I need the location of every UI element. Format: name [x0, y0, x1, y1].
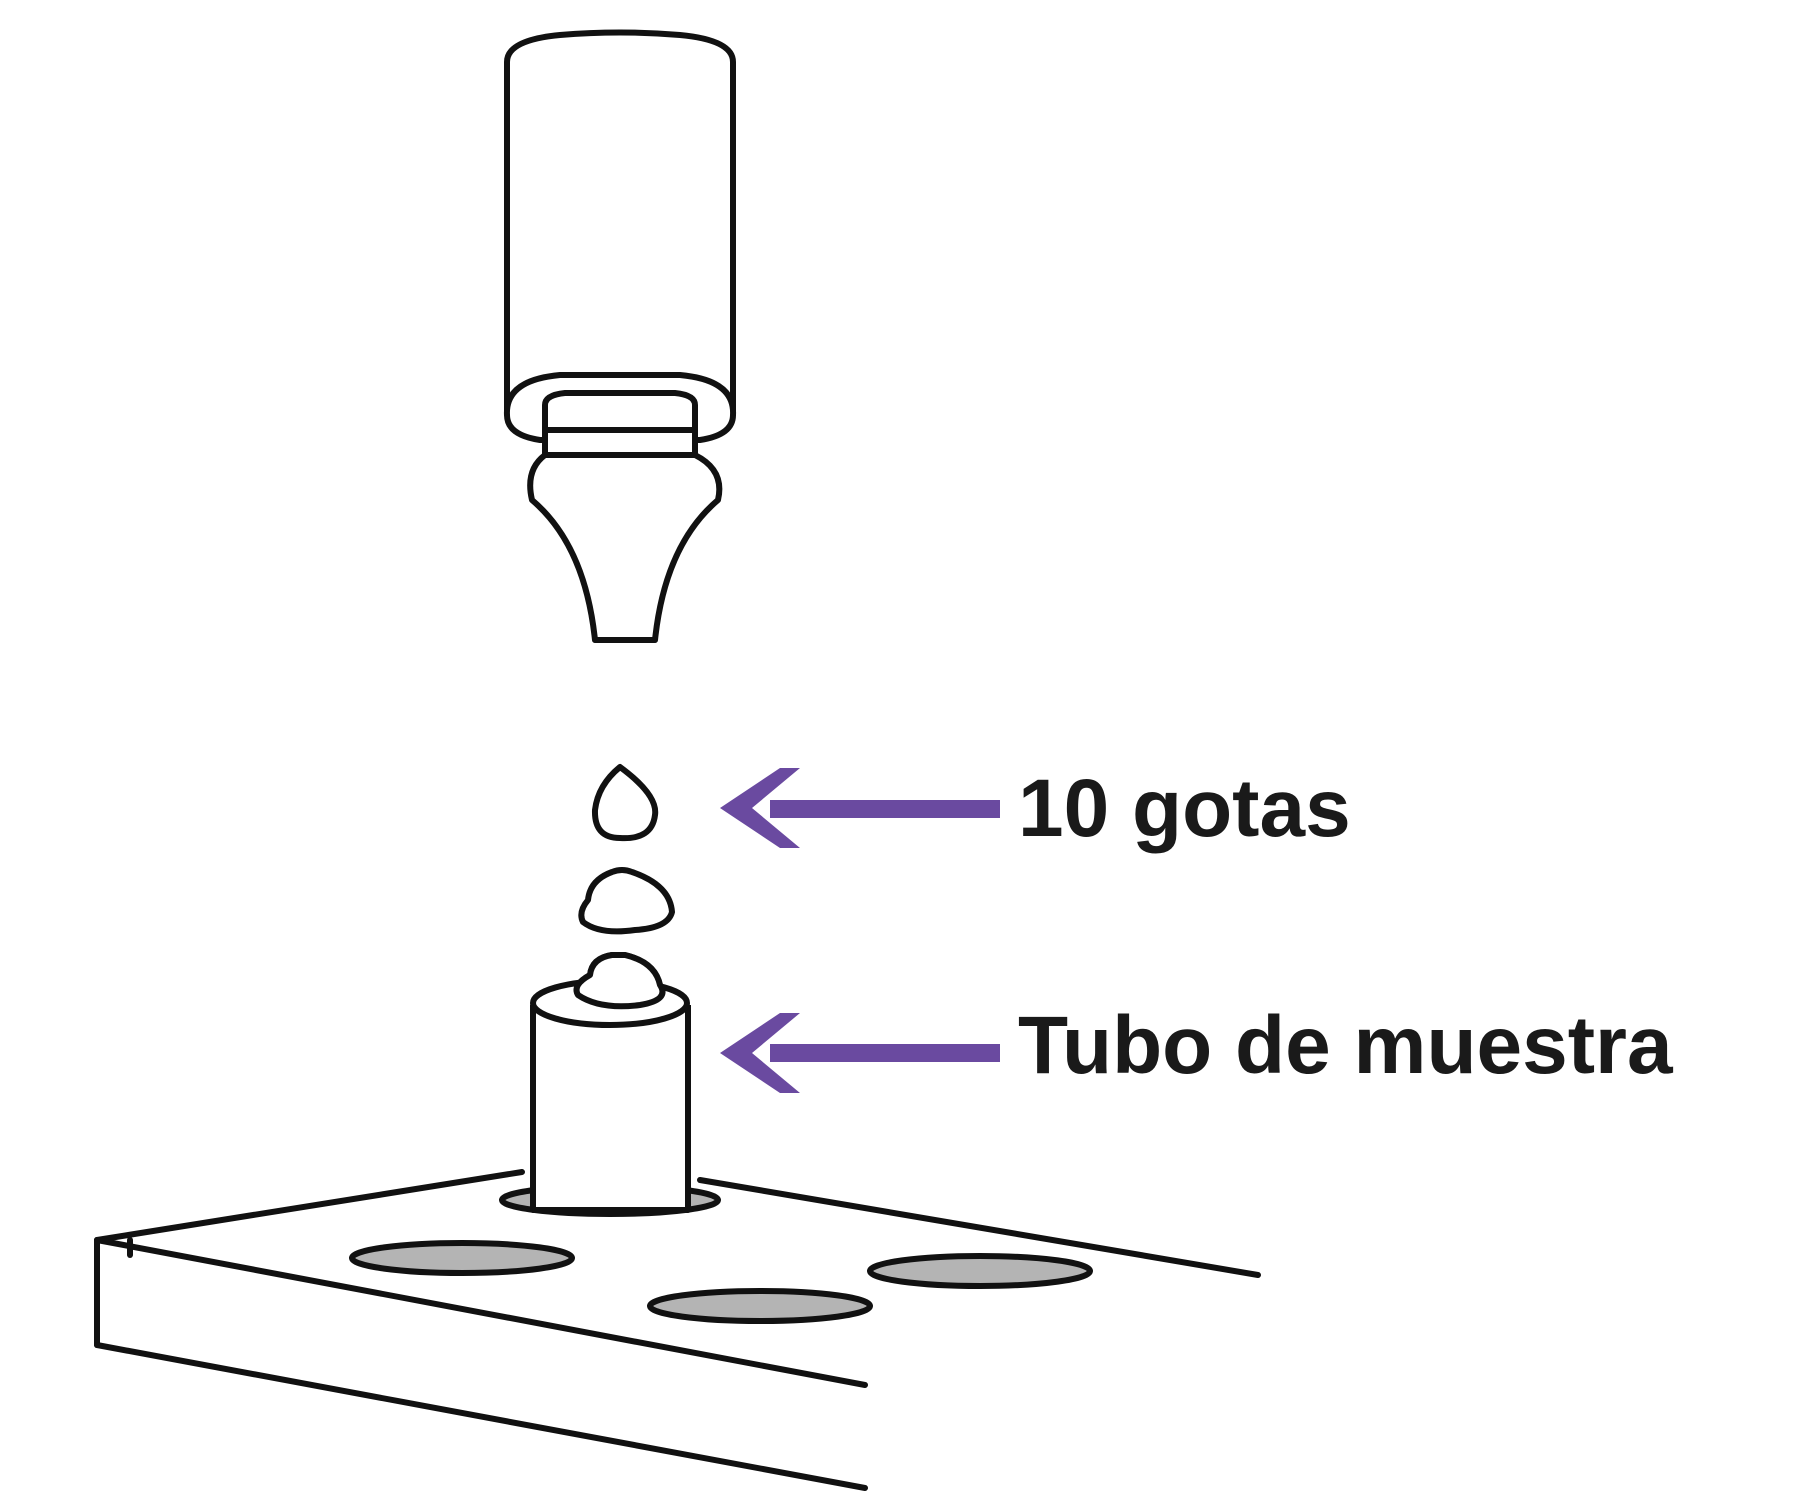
tube-rack	[94, 1169, 1261, 1491]
dropper-bottle	[503, 29, 737, 643]
rack-hole-3	[867, 1253, 1093, 1289]
rack-hole-1	[349, 1240, 575, 1276]
drop-2	[578, 867, 675, 935]
label-tube: Tubo de muestra	[1018, 1000, 1674, 1091]
label-drops: 10 gotas	[1018, 763, 1351, 854]
arrow-tube	[720, 1013, 1000, 1093]
rack-holes	[349, 1240, 1093, 1324]
arrow-drops	[720, 768, 1000, 848]
drop-in-tube	[573, 952, 666, 1010]
bottle-neck	[542, 390, 698, 458]
dropper-tip	[527, 452, 723, 643]
tube-body	[530, 1005, 691, 1213]
sample-tube	[499, 978, 721, 1217]
drop-1	[591, 764, 659, 842]
rack-hole-2	[647, 1288, 873, 1324]
bottle-body	[504, 29, 736, 418]
